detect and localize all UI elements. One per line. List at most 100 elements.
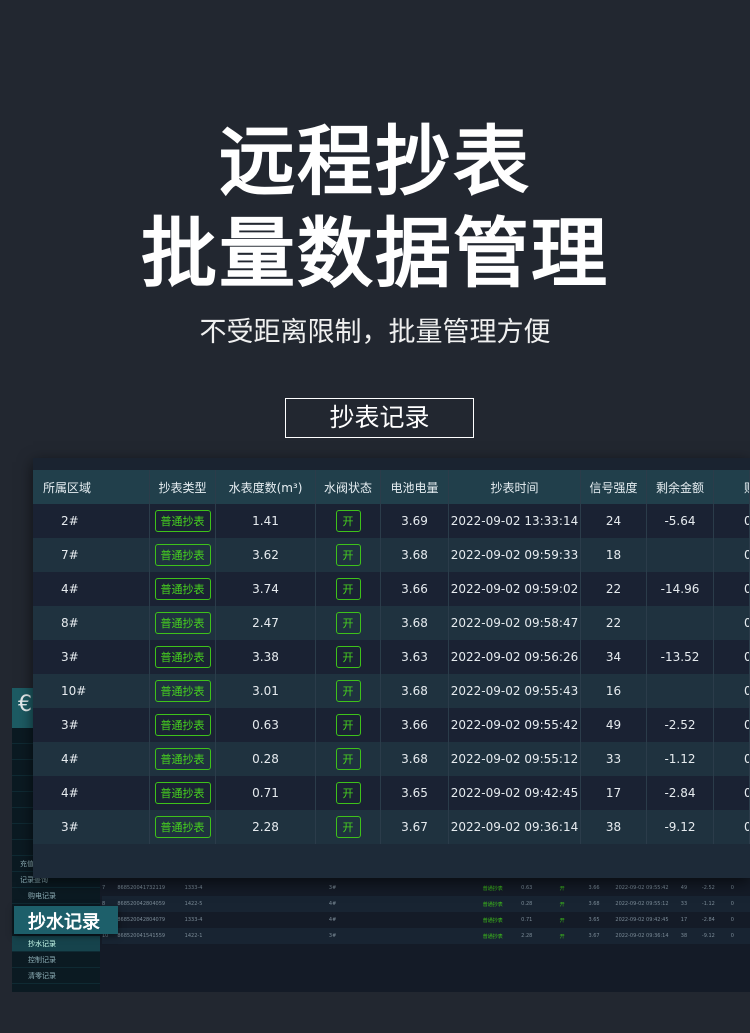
cell-signal: 16	[581, 674, 647, 708]
sidebar-menu-item[interactable]: 控制记录	[12, 952, 100, 968]
column-header[interactable]: 所属区域	[33, 470, 150, 504]
cell-time: 2022-09-02 09:58:47	[449, 606, 581, 640]
cell-time: 2022-09-02 09:59:33	[449, 538, 581, 572]
valve-status-badge: 开	[335, 782, 361, 804]
hero-subtitle: 不受距离限制，批量管理方便	[199, 317, 551, 348]
read-type-badge: 普通抄表	[154, 816, 211, 838]
hero-title-line1: 远程抄表	[219, 117, 531, 206]
table-row[interactable]: 4# 普通抄表 0.71 开 3.65 2022-09-02 09:42:45 17 -2.8…	[33, 776, 750, 810]
sidebar-menu-item[interactable]: 记录查询	[12, 872, 100, 888]
cell-balance: -1.12	[647, 742, 714, 776]
hero-title-line2: 批量数据管理	[141, 209, 609, 298]
cell-buy: 0	[714, 572, 750, 606]
cell-balance: -2.84	[647, 776, 714, 810]
column-header[interactable]: 抄表时间	[449, 470, 581, 504]
cell-reading: 2.47	[216, 606, 316, 640]
cell-battery: 3.63	[381, 640, 449, 674]
cell-buy: 0	[714, 640, 750, 674]
cell-area: 3#	[33, 810, 150, 844]
column-header[interactable]: 抄表类型	[150, 470, 216, 504]
cell-reading: 1.41	[216, 504, 316, 538]
column-header[interactable]: 水阀状态	[316, 470, 381, 504]
cell-battery: 3.65	[381, 776, 449, 810]
cell-battery: 3.68	[381, 606, 449, 640]
valve-status-badge: 开	[335, 646, 361, 668]
cell-time: 2022-09-02 09:59:02	[449, 572, 581, 606]
cell-time: 2022-09-02 09:55:42	[449, 708, 581, 742]
cell-buy: 0	[714, 708, 750, 742]
cell-time: 2022-09-02 09:36:14	[449, 810, 581, 844]
table-row[interactable]: 4# 普通抄表 3.74 开 3.66 2022-09-02 09:59:02 22 -14.…	[33, 572, 750, 606]
column-header[interactable]: 水表度数(m³)	[216, 470, 316, 504]
cell-reading: 3.74	[216, 572, 316, 606]
read-type-badge: 普通抄表	[154, 578, 211, 600]
cell-balance: -13.52	[647, 640, 714, 674]
cell-signal: 22	[581, 572, 647, 606]
sidebar-menu-item[interactable]: 购电记录	[12, 888, 100, 904]
cell-reading: 3.01	[216, 674, 316, 708]
cell-buy: 0	[714, 504, 750, 538]
valve-status-badge: 开	[335, 680, 361, 702]
cell-reading: 3.62	[216, 538, 316, 572]
sidebar-menu-item[interactable]: 清零记录	[12, 968, 100, 984]
cell-area: 2#	[33, 504, 150, 538]
read-type-badge: 普通抄表	[154, 646, 211, 668]
background-table-row: 98685200428040791333-44#普通抄表0.71开3.65202…	[102, 912, 750, 928]
cell-buy: 0	[714, 606, 750, 640]
column-header[interactable]: 购买	[714, 470, 750, 504]
cell-battery: 3.68	[381, 538, 449, 572]
table-row[interactable]: 3# 普通抄表 3.38 开 3.63 2022-09-02 09:56:26 34 -13.…	[33, 640, 750, 674]
cell-balance	[647, 606, 714, 640]
read-type-badge: 普通抄表	[154, 612, 211, 634]
cell-area: 4#	[33, 572, 150, 606]
cell-balance	[647, 674, 714, 708]
cell-signal: 38	[581, 810, 647, 844]
column-header[interactable]: 信号强度	[581, 470, 647, 504]
cell-time: 2022-09-02 13:33:14	[449, 504, 581, 538]
cell-area: 10#	[33, 674, 150, 708]
cell-reading: 3.38	[216, 640, 316, 674]
cell-balance: -2.52	[647, 708, 714, 742]
cell-area: 3#	[33, 640, 150, 674]
cell-signal: 49	[581, 708, 647, 742]
table-row[interactable]: 4# 普通抄表 0.28 开 3.68 2022-09-02 09:55:12 33 -1.1…	[33, 742, 750, 776]
table-row[interactable]: 3# 普通抄表 2.28 开 3.67 2022-09-02 09:36:14 38 -9.1…	[33, 810, 750, 844]
cell-time: 2022-09-02 09:55:12	[449, 742, 581, 776]
cell-balance	[647, 538, 714, 572]
table-row[interactable]: 2# 普通抄表 1.41 开 3.69 2022-09-02 13:33:14 24 -5.6…	[33, 504, 750, 538]
valve-status-badge: 开	[335, 578, 361, 600]
background-table-row: 7 868520041732119 1333-4 3# 普通抄表 0.63 开 3.66 202…	[102, 880, 750, 896]
cell-time: 2022-09-02 09:56:26	[449, 640, 581, 674]
cell-reading: 0.28	[216, 742, 316, 776]
table-row[interactable]: 3# 普通抄表 0.63 开 3.66 2022-09-02 09:55:42 49 -2.5…	[33, 708, 750, 742]
cell-battery: 3.66	[381, 708, 449, 742]
cell-battery: 3.66	[381, 572, 449, 606]
sidebar-menu-item[interactable]: 抄水记录	[12, 936, 100, 952]
cell-buy: 0	[714, 742, 750, 776]
cell-battery: 3.68	[381, 742, 449, 776]
column-header[interactable]: 剩余金额	[647, 470, 714, 504]
valve-status-badge: 开	[335, 612, 361, 634]
cell-signal: 33	[581, 742, 647, 776]
cell-battery: 3.68	[381, 674, 449, 708]
section-badge: 抄表记录	[285, 398, 474, 438]
cell-area: 3#	[33, 708, 150, 742]
column-header[interactable]: 电池电量	[381, 470, 449, 504]
cell-signal: 22	[581, 606, 647, 640]
valve-status-badge: 开	[335, 748, 361, 770]
cell-reading: 2.28	[216, 810, 316, 844]
cell-area: 7#	[33, 538, 150, 572]
cell-buy: 0	[714, 776, 750, 810]
cell-area: 4#	[33, 742, 150, 776]
cell-balance: -5.64	[647, 504, 714, 538]
cell-signal: 24	[581, 504, 647, 538]
background-table-row: 10 868520041541559 1422-1 3# 普通抄表 2.28 开 3.67 20…	[102, 928, 750, 944]
background-table-row: 8 868520042804059 1422-5 4# 普通抄表 0.28 开 3.68 202…	[102, 896, 750, 912]
cell-buy: 0	[714, 810, 750, 844]
cell-reading: 0.63	[216, 708, 316, 742]
